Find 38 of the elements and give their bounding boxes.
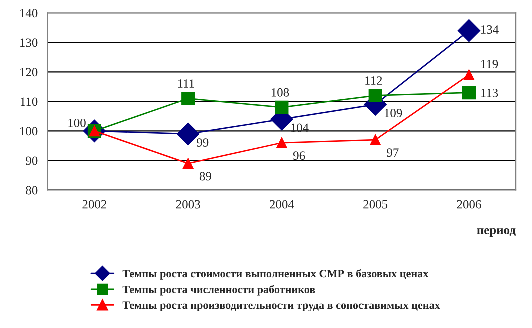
data-label: 113 bbox=[481, 88, 498, 98]
point bbox=[276, 138, 288, 148]
y-tick-label: 80 bbox=[26, 186, 38, 195]
point bbox=[458, 20, 481, 42]
point bbox=[462, 86, 476, 100]
data-label: 111 bbox=[178, 80, 194, 88]
data-label: 96 bbox=[293, 152, 306, 160]
data-label: 108 bbox=[272, 88, 290, 97]
y-tick-label: 130 bbox=[20, 38, 38, 48]
y-tick-label: 110 bbox=[20, 98, 38, 106]
data-label: 119 bbox=[481, 60, 498, 69]
point bbox=[182, 92, 196, 106]
x-tick-label: 2003 bbox=[176, 200, 200, 209]
y-tick-label: 120 bbox=[20, 68, 38, 77]
data-label: 97 bbox=[387, 148, 399, 158]
x-tick-label: 2006 bbox=[457, 200, 482, 209]
legend-label: Темпы роста численности работников bbox=[122, 285, 316, 296]
point bbox=[464, 70, 475, 80]
data-label: 134 bbox=[481, 26, 499, 34]
data-label: 104 bbox=[291, 124, 309, 132]
data-label: 100 bbox=[68, 118, 86, 128]
y-tick-label: 90 bbox=[26, 156, 38, 166]
x-axis-title: период bbox=[477, 228, 516, 237]
x-tick-label: 2002 bbox=[82, 200, 107, 209]
y-tick-label: 140 bbox=[20, 9, 38, 18]
y-tick-label: 100 bbox=[20, 127, 38, 136]
point bbox=[275, 100, 289, 114]
legend-label: Темпы роста производительности труда в сопоставимых ценах bbox=[122, 302, 440, 312]
point bbox=[370, 134, 381, 146]
data-label: 109 bbox=[385, 109, 402, 118]
x-tick-label: 2005 bbox=[364, 200, 388, 209]
point bbox=[182, 158, 194, 170]
legend-label: Темпы роста стоимости выполненных СМР в базовых ценах bbox=[122, 270, 429, 280]
x-tick-label: 2004 bbox=[270, 200, 294, 209]
data-label: 112 bbox=[366, 76, 382, 85]
data-label: 99 bbox=[197, 138, 209, 148]
point bbox=[368, 89, 382, 103]
data-label: 89 bbox=[200, 172, 212, 181]
